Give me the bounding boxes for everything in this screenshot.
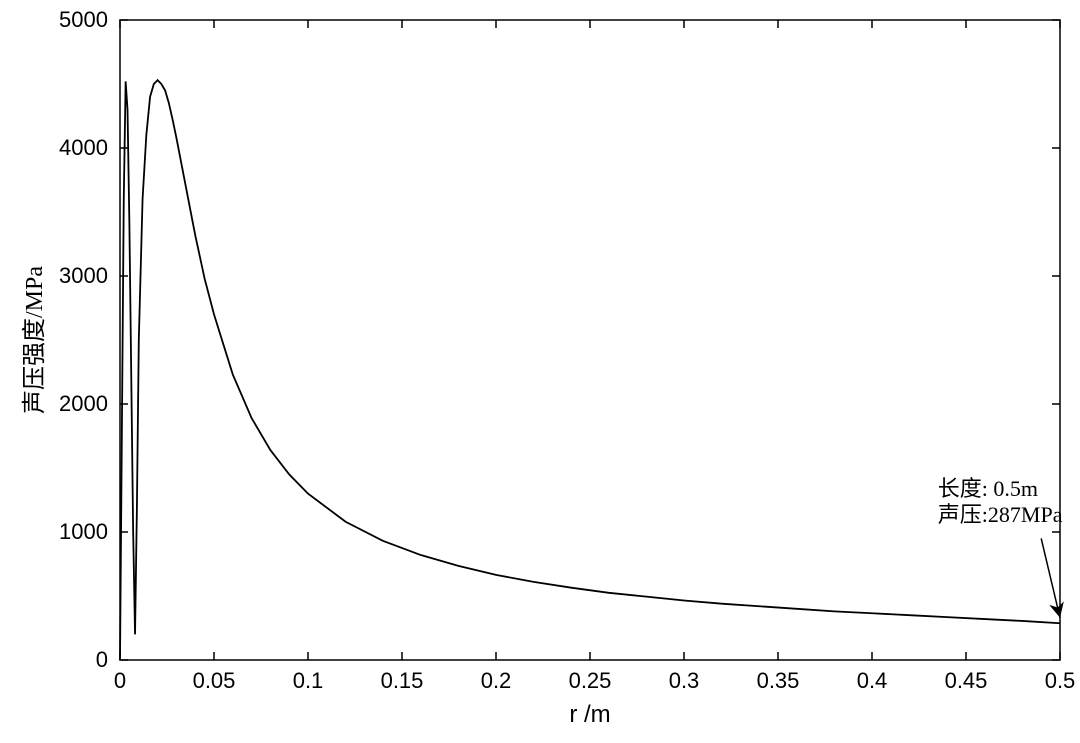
x-tick-label: 0.05 [193,668,236,693]
y-tick-label: 4000 [59,135,108,160]
y-tick-label: 3000 [59,263,108,288]
y-tick-label: 2000 [59,391,108,416]
chart-container: 0 0.05 0.1 0.15 0.2 0.25 0.3 0.35 0.4 0.45 0.5 0 10… [0,0,1080,743]
x-tick-label: 0.25 [569,668,612,693]
y-tick-label: 1000 [59,519,108,544]
y-tick-label: 0 [96,647,108,672]
x-tick-label: 0.45 [945,668,988,693]
x-tick-label: 0.3 [669,668,700,693]
x-tick-label: 0.1 [293,668,324,693]
x-tick-label: 0.4 [857,668,888,693]
line-chart: 0 0.05 0.1 0.15 0.2 0.25 0.3 0.35 0.4 0.45 0.5 0 10… [0,0,1080,743]
annotation-line1: 长度: 0.5m [938,476,1038,501]
x-tick-label: 0.35 [757,668,800,693]
x-axis-label: r /m [569,701,610,728]
y-axis-label: 声压强度/MPa [21,266,48,414]
annotation-line2: 声压:287MPa [938,502,1063,527]
x-tick-label: 0.2 [481,668,512,693]
y-tick-label: 5000 [59,7,108,32]
x-tick-label: 0 [114,668,126,693]
x-tick-label: 0.5 [1045,668,1076,693]
x-tick-label: 0.15 [381,668,424,693]
plot-background [120,20,1060,660]
